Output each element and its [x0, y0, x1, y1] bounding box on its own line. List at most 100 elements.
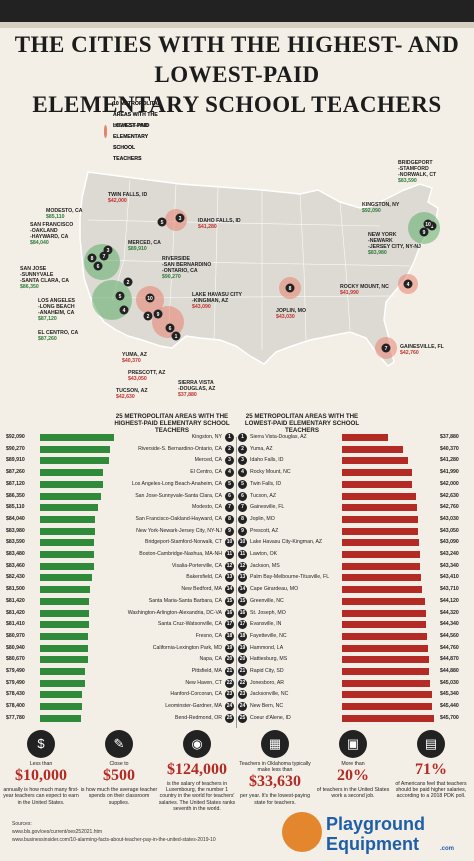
piggy-bank-icon: ◉	[183, 730, 211, 758]
high-bar	[40, 527, 96, 535]
high-value-label: $80,970	[6, 632, 25, 639]
map-label-gainesville: GAINESVILLE, FL $42,760	[400, 344, 444, 356]
low-bar	[342, 644, 429, 652]
low-bar	[342, 597, 425, 605]
map-label-san-jose: SAN JOSE -SUNNYVALE -SANTA CLARA, CA $86,…	[20, 266, 69, 290]
low-value-label: $41,990	[440, 469, 459, 476]
low-city-name: Coeur d'Alene, ID	[250, 714, 291, 721]
high-city-name: Los Angeles-Long Beach-Anaheim, CA	[132, 480, 222, 487]
high-city-name: Boston-Cambridge-Nashua, MA-NH	[139, 551, 222, 557]
high-rank-badge: 21	[225, 667, 234, 676]
low-row: 16 St. Joseph, MO $44,320	[238, 608, 474, 619]
high-city-name: Visalia-Porterville, CA	[171, 562, 222, 569]
high-city-name: Hanford-Corcoran, CA	[170, 691, 222, 698]
low-bar	[342, 539, 419, 547]
high-row: $78,400 Leominster-Gardner, MA 24	[0, 701, 236, 712]
low-bar	[342, 679, 431, 687]
low-value-label: $43,050	[440, 527, 459, 534]
high-row: $81,420 Washington-Arlington-Alexandria, …	[0, 608, 236, 619]
high-row: $78,430 Hanford-Corcoran, CA 23	[0, 689, 236, 700]
source-link-2[interactable]: www.businessinsider.com/10-alarming-fact…	[12, 837, 216, 843]
svg-text:3: 3	[107, 248, 110, 254]
high-value-label: $83,980	[6, 527, 25, 534]
high-value-label: $86,350	[6, 492, 25, 499]
low-row: 17 Evansville, IN $44,340	[238, 619, 474, 630]
low-city-name: Hattiesburg, MS	[250, 656, 288, 663]
svg-text:4: 4	[407, 282, 410, 288]
low-bar	[342, 691, 432, 699]
logo-line-1: Playground	[326, 814, 426, 834]
low-city-name: Jonesboro, AR	[250, 679, 285, 686]
high-rank-badge: 1	[225, 433, 234, 442]
sources: Sources: www.bls.gov/oes/current/oes2520…	[12, 820, 216, 844]
high-value-label: $78,430	[6, 691, 25, 698]
high-value-label: $79,490	[6, 679, 25, 686]
map-label-rocky-mount: ROCKY MOUNT, NC $41,990	[340, 284, 389, 296]
low-row: 5 Twin Falls, ID $42,000	[238, 479, 474, 490]
low-city-name: Fayetteville, NC	[250, 632, 287, 639]
low-rank-badge: 25	[238, 713, 247, 723]
fact-5-pre: More than	[341, 761, 365, 767]
fact-4-pre: Teachers in Oklahoma typically make less…	[239, 761, 311, 774]
high-row: $81,420 Santa Maria-Santa Barbara, CA 15	[0, 596, 236, 607]
low-city-name: Gainesville, FL	[250, 504, 285, 511]
low-bar	[342, 714, 434, 722]
low-city-name: St. Joseph, MO	[250, 609, 286, 616]
marker-el-centro	[119, 305, 129, 315]
high-bar	[40, 492, 101, 500]
svg-text:5: 5	[119, 294, 122, 300]
high-value-label: $85,110	[6, 504, 25, 511]
fact-5-text: of teachers in the United States work a …	[316, 787, 390, 800]
fact-2: ✎ Close to $500 is how much the average …	[80, 730, 158, 806]
high-city-name: New York-Newark-Jersey City, NY-NJ	[136, 527, 222, 534]
high-value-label: $87,120	[6, 480, 25, 487]
low-bar	[342, 434, 389, 441]
low-row: 9 Prescott, AZ $43,050	[238, 526, 474, 537]
fact-1-value: $10,000	[15, 767, 67, 785]
high-city-name: San Francisco-Oakland-Hayward, CA	[135, 515, 223, 522]
page-title: THE CITIES WITH THE HIGHEST- AND LOWEST-…	[0, 30, 474, 120]
low-value-label: $44,760	[440, 644, 459, 651]
svg-text:4: 4	[123, 308, 126, 314]
fact-6: ▤ 71% of Americans feel that teachers sh…	[392, 730, 470, 800]
high-row: $89,910 Merced, CA 3	[0, 455, 236, 466]
high-city-name: Kingston, NY	[191, 434, 222, 440]
high-value-label: $87,260	[6, 469, 25, 476]
low-rank-badge: 23	[238, 690, 247, 700]
facts-row: $ Less than $10,000 annually is how much…	[0, 730, 474, 822]
high-bar	[40, 609, 90, 617]
brand-logo[interactable]: Playground Equipment .com	[278, 808, 468, 856]
marker-prescott	[153, 309, 163, 319]
high-city-name: Santa Maria-Santa Barbara, CA	[148, 597, 222, 604]
sources-label: Sources:	[12, 821, 32, 827]
map-label-sierra-vista: SIERRA VISTA -DOUGLAS, AZ $37,880	[178, 380, 216, 398]
high-city-name: Napa, CA	[199, 656, 223, 663]
marker-idaho-falls	[175, 213, 185, 223]
low-rank-badge: 14	[238, 585, 247, 595]
fact-3: ◉ $124,000 is the salary of teachers in …	[158, 730, 236, 812]
high-rank-badge: 25	[225, 713, 234, 723]
svg-text:1: 1	[431, 224, 434, 230]
us-map: 1 2 3 4 5 6 7 8 9 10 1 2 3 4 5 6 7 8 9 1…	[79, 171, 440, 367]
high-row: $81,410 Santa Cruz-Watsonville, CA 17	[0, 619, 236, 630]
marker-modesto	[99, 251, 109, 261]
low-bar	[342, 632, 428, 640]
low-city-name: Jackson, MS	[250, 562, 280, 569]
svg-text:10: 10	[425, 222, 431, 228]
compass-icon: ✎	[105, 730, 133, 758]
high-city-name: Pittsfield, MA	[191, 668, 222, 674]
high-bar	[40, 679, 85, 687]
low-rank-badge: 24	[238, 702, 247, 712]
low-city-name: Evansville, IN	[250, 621, 282, 628]
low-rank-badge: 8	[238, 514, 247, 524]
high-row: $83,480 Boston-Cambridge-Nashua, MA-NH 11	[0, 549, 236, 560]
svg-text:2: 2	[127, 280, 130, 286]
high-bar	[40, 656, 88, 664]
high-city-name: Riverside-S. Bernardino-Ontario, CA	[138, 445, 222, 452]
source-link-1[interactable]: www.bls.gov/oes/current/oes252021.htm	[12, 829, 103, 835]
high-rank-badge: 5	[225, 479, 234, 489]
low-bar	[342, 621, 427, 629]
low-row: 20 Hattiesburg, MS $44,870	[238, 654, 474, 665]
marker-gainesville	[381, 343, 391, 353]
map-label-prescott: PRESCOTT, AZ $43,050	[128, 370, 166, 382]
